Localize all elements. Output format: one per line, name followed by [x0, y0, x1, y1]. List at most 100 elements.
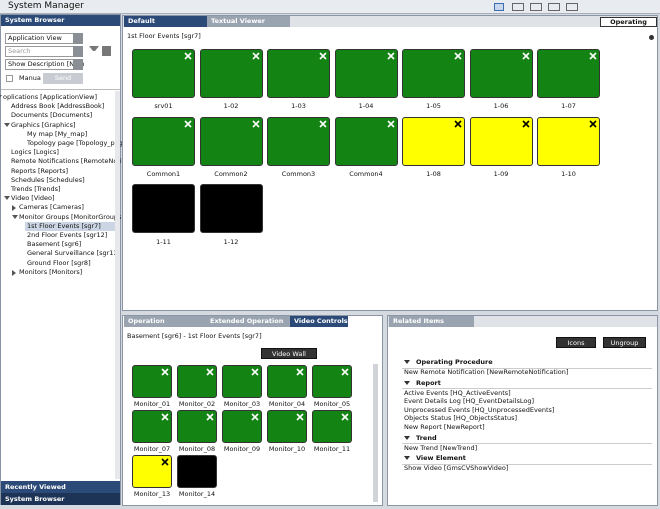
filter-icon[interactable] [89, 46, 99, 56]
related-item[interactable]: New Report [NewReport] [404, 423, 485, 431]
tile[interactable] [312, 365, 352, 398]
tile[interactable] [132, 365, 172, 398]
footer-tab[interactable]: System Browser [1, 493, 120, 505]
tile[interactable] [199, 116, 263, 166]
tile-label: Monitor_14 [178, 490, 216, 498]
tile[interactable] [132, 184, 195, 233]
tree-item[interactable]: Schedules [Schedules] [11, 175, 85, 184]
tab[interactable]: Related Items [389, 316, 474, 327]
expander[interactable] [4, 122, 10, 127]
tree-item[interactable]: Basement [sgr6] [27, 240, 82, 249]
tree-item[interactable]: Topology page [Topology_page] [27, 139, 130, 147]
dropdown[interactable]: Search [5, 46, 83, 57]
tree-item[interactable]: Graphics [Graphics] [11, 120, 76, 129]
tree-item[interactable]: Video [Video] [11, 194, 55, 203]
layout-icon[interactable] [494, 3, 504, 11]
tile[interactable] [334, 49, 398, 98]
related-item[interactable]: New Remote Notification [NewRemoteNotifi… [404, 368, 569, 376]
mode-indicator[interactable]: Operating [600, 17, 657, 27]
dropdown[interactable]: Application View [5, 33, 83, 44]
tile[interactable] [267, 365, 307, 398]
group-title[interactable]: Trend [416, 433, 437, 442]
group-title[interactable]: Report [416, 378, 441, 387]
tile[interactable] [177, 455, 217, 488]
video-wall-button[interactable]: Video Wall [261, 348, 317, 359]
tab[interactable]: Extended Operation [206, 316, 290, 327]
tree-item[interactable]: 2nd Floor Events [sgr12] [27, 231, 108, 239]
tree-item[interactable]: Monitor Groups [MonitorGroups] [19, 212, 124, 221]
layout-icon[interactable] [548, 3, 560, 11]
tree-item[interactable]: General Surveillance [sgr13] [27, 249, 121, 258]
tree-item[interactable]: Logics [Logics] [11, 148, 59, 157]
tree-item[interactable]: Cameras [Cameras] [19, 203, 84, 212]
tile[interactable] [222, 365, 262, 398]
expander[interactable] [12, 214, 18, 219]
tile[interactable] [469, 116, 533, 166]
related-item[interactable]: Event Details Log [HQ_EventDetailsLog] [404, 397, 535, 406]
related-item[interactable]: Objects Status [HQ_ObjectsStatus] [404, 414, 517, 423]
tree-item[interactable]: oplications [ApplicationView] [3, 93, 97, 101]
tab[interactable]: Video Controls [290, 316, 348, 327]
checkbox[interactable] [6, 75, 13, 82]
tile[interactable] [222, 410, 262, 443]
tile[interactable] [267, 49, 330, 98]
tree-item[interactable]: Remote Notifications [RemoteNotificati [11, 157, 138, 166]
tree-item[interactable]: Monitors [Monitors] [19, 267, 83, 276]
expander[interactable] [12, 269, 16, 276]
expander[interactable] [4, 196, 10, 201]
tile[interactable] [537, 116, 600, 166]
group-arrow[interactable] [404, 360, 410, 364]
tree-item[interactable]: 1st Floor Events [sgr7] [27, 221, 101, 230]
group-arrow[interactable] [404, 380, 410, 385]
footer-tab[interactable]: Recently Viewed [1, 481, 120, 493]
save-icon[interactable] [102, 46, 111, 56]
tile[interactable] [132, 116, 195, 166]
tile-label: Monitor_01 [133, 400, 171, 408]
group-arrow[interactable] [404, 435, 410, 440]
group-title[interactable]: View Element [416, 454, 466, 463]
group-title[interactable]: Operating Procedure [416, 358, 493, 366]
tile[interactable] [177, 365, 217, 398]
expander[interactable] [0, 95, 2, 99]
tile-label: Common1 [146, 170, 181, 178]
tile[interactable] [177, 410, 217, 443]
tab[interactable]: Operation [124, 316, 206, 327]
tile[interactable] [402, 49, 465, 98]
tree-item[interactable]: My map [My_map] [27, 129, 88, 138]
tile[interactable] [267, 410, 307, 443]
layout-icon[interactable] [566, 3, 578, 11]
tree-item[interactable]: Trends [Trends] [11, 185, 61, 193]
expander[interactable] [12, 205, 16, 212]
layout-icon[interactable] [512, 3, 524, 11]
tab[interactable]: Textual Viewer [207, 16, 290, 27]
tree-item[interactable]: Address Book [AddressBook] [11, 102, 105, 111]
related-item[interactable]: Active Events [HQ_ActiveEvents] [404, 388, 511, 397]
tile[interactable] [199, 49, 263, 98]
layout-icon[interactable] [530, 3, 542, 11]
send-button[interactable]: Send [43, 73, 83, 84]
tile[interactable] [132, 410, 172, 443]
tile-label: Monitor_13 [133, 490, 171, 498]
tile[interactable] [334, 116, 398, 166]
tile[interactable] [312, 410, 352, 443]
tree-item[interactable]: Reports [Reports] [11, 166, 69, 175]
tree-item[interactable]: Ground Floor [sgr8] [27, 258, 91, 267]
button[interactable]: Icons [556, 337, 596, 348]
tile[interactable] [132, 49, 195, 98]
tab[interactable]: Default [124, 16, 207, 27]
tree-item[interactable]: Documents [Documents] [11, 111, 93, 120]
tile[interactable] [199, 184, 263, 233]
tile[interactable] [469, 49, 533, 98]
related-item[interactable]: Show Video [GmsCVShowVideo] [404, 464, 509, 473]
related-item[interactable]: Unprocessed Events [HQ_UnprocessedEvents… [404, 405, 555, 414]
dropdown[interactable]: Show Description [Nam [5, 59, 84, 70]
tile[interactable] [267, 116, 330, 166]
button[interactable]: Ungroup [603, 337, 646, 348]
tile-label: Monitor_02 [178, 400, 216, 408]
tile[interactable] [402, 116, 465, 166]
close-icon [296, 413, 304, 421]
tile[interactable] [132, 455, 172, 488]
tile[interactable] [537, 49, 600, 98]
related-item[interactable]: New Trend [NewTrend] [404, 443, 478, 452]
group-arrow[interactable] [404, 456, 410, 461]
